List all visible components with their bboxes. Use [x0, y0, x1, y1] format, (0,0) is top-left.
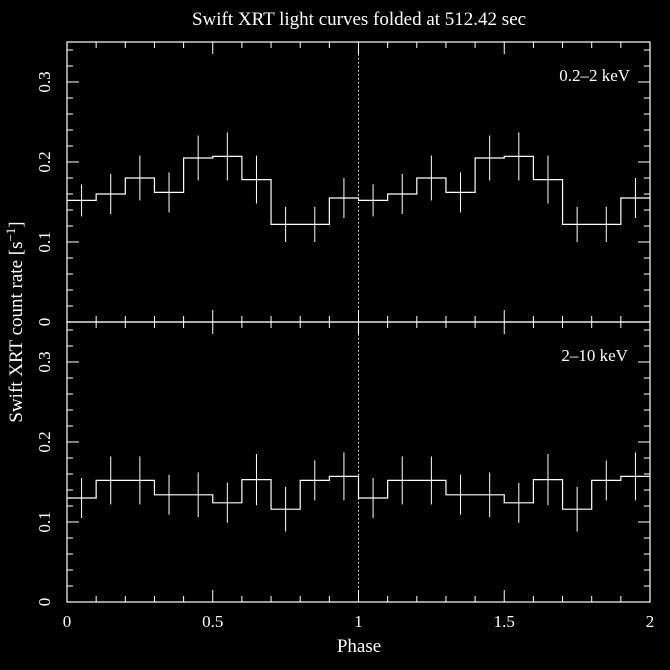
y-axis-label-exponent: −1 [3, 228, 18, 242]
plot-layer: 0 0.1 0.2 0.3 0.2–2 keV 0 0.1 0.2 0.3 2–10 keV 0 0.… [35, 41, 655, 631]
y-axis-label-text: Swift XRT count rate [s [6, 242, 27, 423]
panel-2-y-tick-label: 0.3 [35, 351, 54, 372]
panel-1-light-curve [67, 155, 650, 225]
panel-2-y-tick-label: 0 [35, 598, 54, 607]
y-axis-label: Swift XRT count rate [s−1] [3, 221, 27, 422]
panel-1-y-tick-label: 0.3 [35, 71, 54, 92]
x-tick-label: 0 [63, 612, 72, 631]
x-axis-label: Phase [337, 636, 381, 657]
panel-2-light-curve [67, 475, 650, 510]
panel-2-band-label: 2–10 keV [561, 346, 628, 365]
panel-2-y-tick-label: 0.2 [35, 431, 54, 452]
panel-1-y-tick-label: 0 [35, 318, 54, 327]
panel-1-y-tick-label: 0.1 [35, 231, 54, 252]
panel-2-y-tick-label: 0.1 [35, 511, 54, 532]
x-tick-label: 0.5 [202, 612, 223, 631]
y-axis-label-close: ] [6, 221, 27, 227]
x-tick-label: 2 [646, 612, 655, 631]
x-tick-label: 1 [354, 612, 363, 631]
panel-1-y-tick-label: 0.2 [35, 151, 54, 172]
x-tick-label: 1.5 [494, 612, 515, 631]
panel-1-band-label: 0.2–2 keV [559, 66, 631, 85]
chart-title: Swift XRT light curves folded at 512.42 … [192, 9, 526, 30]
